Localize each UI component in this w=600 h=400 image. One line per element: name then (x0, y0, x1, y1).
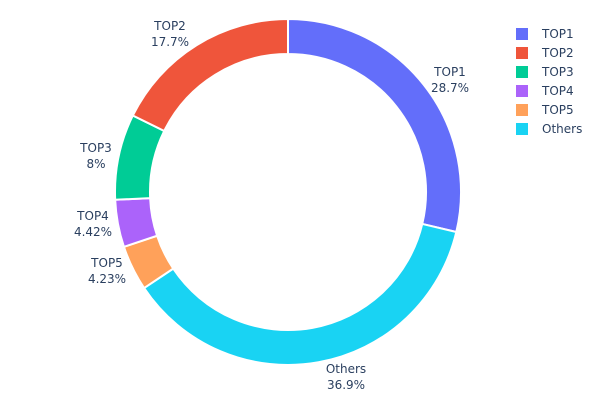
slice-top1[interactable] (287, 17, 462, 234)
legend-swatch (516, 85, 528, 97)
slices (114, 17, 462, 366)
slice-label-name: TOP2 (153, 19, 186, 33)
slice-label-value: 4.23% (88, 272, 126, 286)
legend-swatch (516, 123, 528, 135)
slice-label-name: TOP4 (76, 209, 109, 223)
legend-label: TOP5 (541, 103, 574, 117)
legend-item-top5[interactable]: TOP5 (516, 103, 574, 117)
legend-swatch (516, 47, 528, 59)
legend-item-others[interactable]: Others (516, 122, 582, 136)
legend-swatch (516, 66, 528, 78)
slice-others[interactable] (142, 222, 458, 366)
slice-top2[interactable] (131, 17, 289, 133)
legend-item-top2[interactable]: TOP2 (516, 46, 574, 60)
legend: TOP1 TOP2 TOP3 TOP4 TOP5 Others (516, 27, 582, 136)
slice-label-name: TOP3 (79, 141, 112, 155)
legend-label: TOP3 (541, 65, 574, 79)
legend-item-top4[interactable]: TOP4 (516, 84, 574, 98)
slice-label-value: 17.7% (151, 35, 189, 49)
slice-label-name: TOP5 (90, 256, 123, 270)
legend-swatch (516, 28, 528, 40)
legend-label: TOP4 (541, 84, 574, 98)
legend-item-top3[interactable]: TOP3 (516, 65, 574, 79)
legend-label: Others (542, 122, 582, 136)
slice-label-name: Others (326, 362, 366, 376)
slice-label-name: TOP1 (433, 65, 466, 79)
slice-label-value: 36.9% (327, 378, 365, 392)
slice-label-value: 28.7% (431, 81, 469, 95)
slice-label-value: 4.42% (74, 225, 112, 239)
legend-label: TOP2 (541, 46, 574, 60)
legend-label: TOP1 (541, 27, 574, 41)
slice-labels: TOP1 28.7% Others 36.9% TOP5 4.23% TOP4 4.42% TO… (74, 19, 469, 392)
legend-item-top1[interactable]: TOP1 (516, 27, 574, 41)
legend-swatch (516, 104, 528, 116)
slice-label-value: 8% (86, 157, 105, 171)
